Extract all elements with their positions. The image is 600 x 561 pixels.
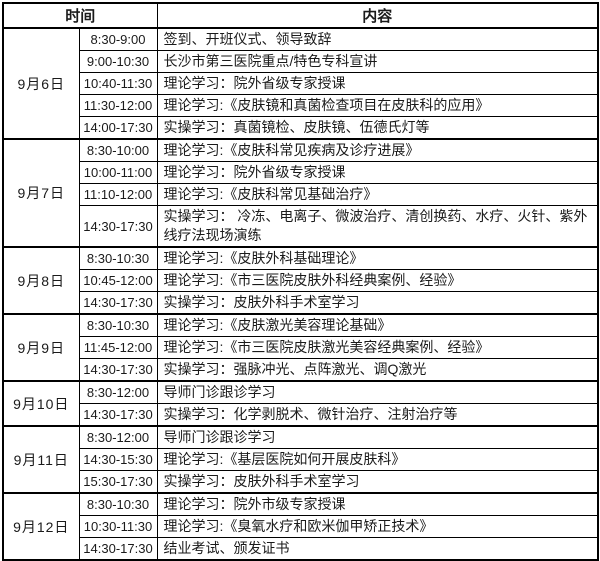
time-cell: 8:30-10:30	[78, 492, 158, 516]
time-cell: 9:00-10:30	[78, 50, 158, 73]
time-cell: 10:45-12:00	[78, 269, 158, 292]
table-row: 14:30-17:30 实操学习：皮肤外科手术室学习	[3, 291, 599, 315]
time-cell: 8:30-10:30	[78, 246, 158, 270]
content-cell: 理论学习:《皮肤科常见疾病及诊疗进展》	[156, 138, 599, 162]
time-cell: 11:30-12:00	[78, 94, 158, 117]
content-cell: 实操学习：真菌镜检、皮肤镜、伍德氏灯等	[156, 116, 599, 140]
time-cell: 14:30-17:30	[78, 537, 158, 561]
table-row: 14:00-17:30 实操学习：真菌镜检、皮肤镜、伍德氏灯等	[3, 116, 599, 140]
content-cell: 长沙市第三医院重点/特色专科宣讲	[156, 50, 599, 73]
table-row: 15:30-17:30 实操学习：皮肤外科手术室学习	[3, 470, 599, 494]
content-cell: 实操学习：皮肤外科手术室学习	[156, 470, 599, 494]
content-cell: 理论学习:《皮肤激光美容理论基础》	[156, 313, 599, 337]
content-cell: 理论学习:《皮肤镜和真菌检查项目在皮肤科的应用》	[156, 94, 599, 117]
table-row: 14:30-17:30 实操学习：化学剥脱术、微针治疗、注射治疗等	[3, 403, 599, 427]
time-cell: 8:30-10:00	[78, 138, 158, 162]
date-cell: 9月9日	[2, 313, 80, 382]
table-row: 10:40-11:30 理论学习：院外省级专家授课	[3, 72, 599, 95]
header-row: 时间 内容	[2, 2, 599, 29]
time-cell: 14:30-17:30	[78, 403, 158, 427]
table-row: 9月12日 8:30-10:30 理论学习：院外市级专家授课	[2, 492, 599, 561]
table-row: 14:30-15:30 理论学习:《基层医院如何开展皮肤科》	[3, 448, 599, 471]
table-row: 9月10日 8:30-12:00 导师门诊跟诊学习	[2, 380, 599, 427]
content-cell: 实操学习：化学剥脱术、微针治疗、注射治疗等	[156, 403, 599, 427]
table-row: 11:45-12:00 理论学习:《市三医院皮肤激光美容经典案例、经验》	[3, 336, 599, 359]
time-cell: 10:30-11:30	[78, 515, 158, 538]
time-cell: 8:30-12:00	[78, 380, 158, 404]
table-row: 9:00-10:30 长沙市第三医院重点/特色专科宣讲	[3, 50, 599, 73]
content-cell: 实操学习：强脉冲光、点阵激光、调Q激光	[156, 358, 599, 382]
table-row: 9月8日 8:30-10:30 理论学习:《皮肤外科基础理论》	[2, 246, 599, 315]
time-cell: 8:30-9:00	[78, 27, 158, 51]
date-cell: 9月11日	[2, 425, 80, 494]
table-row: 9月11日 8:30-12:00 导师门诊跟诊学习	[2, 425, 599, 494]
time-cell: 8:30-12:00	[78, 425, 158, 449]
time-cell: 14:30-17:30	[78, 358, 158, 382]
column-header-content: 内容	[156, 2, 599, 29]
content-cell: 导师门诊跟诊学习	[156, 425, 599, 449]
time-cell: 10:00-11:00	[78, 161, 158, 184]
time-cell: 14:30-17:30	[78, 205, 158, 248]
date-cell: 9月6日	[2, 27, 80, 140]
table-row: 9月6日 8:30-9:00 签到、开班仪式、领导致辞	[2, 27, 599, 140]
content-cell: 理论学习:《基层医院如何开展皮肤科》	[156, 448, 599, 471]
time-cell: 14:30-15:30	[78, 448, 158, 471]
content-cell: 理论学习:《皮肤科常见基础治疗》	[156, 183, 599, 206]
date-cell: 9月8日	[2, 246, 80, 315]
table-row: 9月7日 8:30-10:00 理论学习:《皮肤科常见疾病及诊疗进展》	[2, 138, 599, 248]
content-cell: 导师门诊跟诊学习	[156, 380, 599, 404]
table-row: 14:30-17:30 结业考试、颁发证书	[3, 537, 599, 561]
date-cell: 9月12日	[2, 492, 80, 561]
table-row: 10:45-12:00 理论学习:《市三医院皮肤外科经典案例、经验》	[3, 269, 599, 292]
content-cell: 理论学习：院外省级专家授课	[156, 72, 599, 95]
column-header-time: 时间	[2, 2, 158, 29]
time-cell: 15:30-17:30	[78, 470, 158, 494]
time-cell: 10:40-11:30	[78, 72, 158, 95]
content-cell: 签到、开班仪式、领导致辞	[156, 27, 599, 51]
time-cell: 11:10-12:00	[78, 183, 158, 206]
date-cell: 9月10日	[2, 380, 80, 427]
content-cell: 理论学习:《皮肤外科基础理论》	[156, 246, 599, 270]
content-cell: 理论学习：院外省级专家授课	[156, 161, 599, 184]
table-row: 11:10-12:00 理论学习:《皮肤科常见基础治疗》	[3, 183, 599, 206]
table-row: 11:30-12:00 理论学习:《皮肤镜和真菌检查项目在皮肤科的应用》	[3, 94, 599, 117]
table-row: 14:30-17:30 实操学习： 冷冻、电离子、微波治疗、清创换药、水疗、火针…	[3, 205, 599, 248]
time-cell: 14:30-17:30	[78, 291, 158, 315]
table-row: 10:00-11:00 理论学习：院外省级专家授课	[3, 161, 599, 184]
content-cell: 结业考试、颁发证书	[156, 537, 599, 561]
time-cell: 11:45-12:00	[78, 336, 158, 359]
time-cell: 14:00-17:30	[78, 116, 158, 140]
table-row: 10:30-11:30 理论学习:《臭氧水疗和欧米伽甲矫正技术》	[3, 515, 599, 538]
content-cell: 实操学习： 冷冻、电离子、微波治疗、清创换药、水疗、火针、紫外线疗法现场演练	[156, 205, 599, 248]
content-cell: 理论学习:《市三医院皮肤激光美容经典案例、经验》	[156, 336, 599, 359]
time-cell: 8:30-10:30	[78, 313, 158, 337]
content-cell: 实操学习：皮肤外科手术室学习	[156, 291, 599, 315]
date-cell: 9月7日	[2, 138, 80, 248]
table-row: 9月9日 8:30-10:30 理论学习:《皮肤激光美容理论基础》	[2, 313, 599, 382]
table-row: 14:30-17:30 实操学习：强脉冲光、点阵激光、调Q激光	[3, 358, 599, 382]
content-cell: 理论学习：院外市级专家授课	[156, 492, 599, 516]
content-cell: 理论学习:《市三医院皮肤外科经典案例、经验》	[156, 269, 599, 292]
content-cell: 理论学习:《臭氧水疗和欧米伽甲矫正技术》	[156, 515, 599, 538]
